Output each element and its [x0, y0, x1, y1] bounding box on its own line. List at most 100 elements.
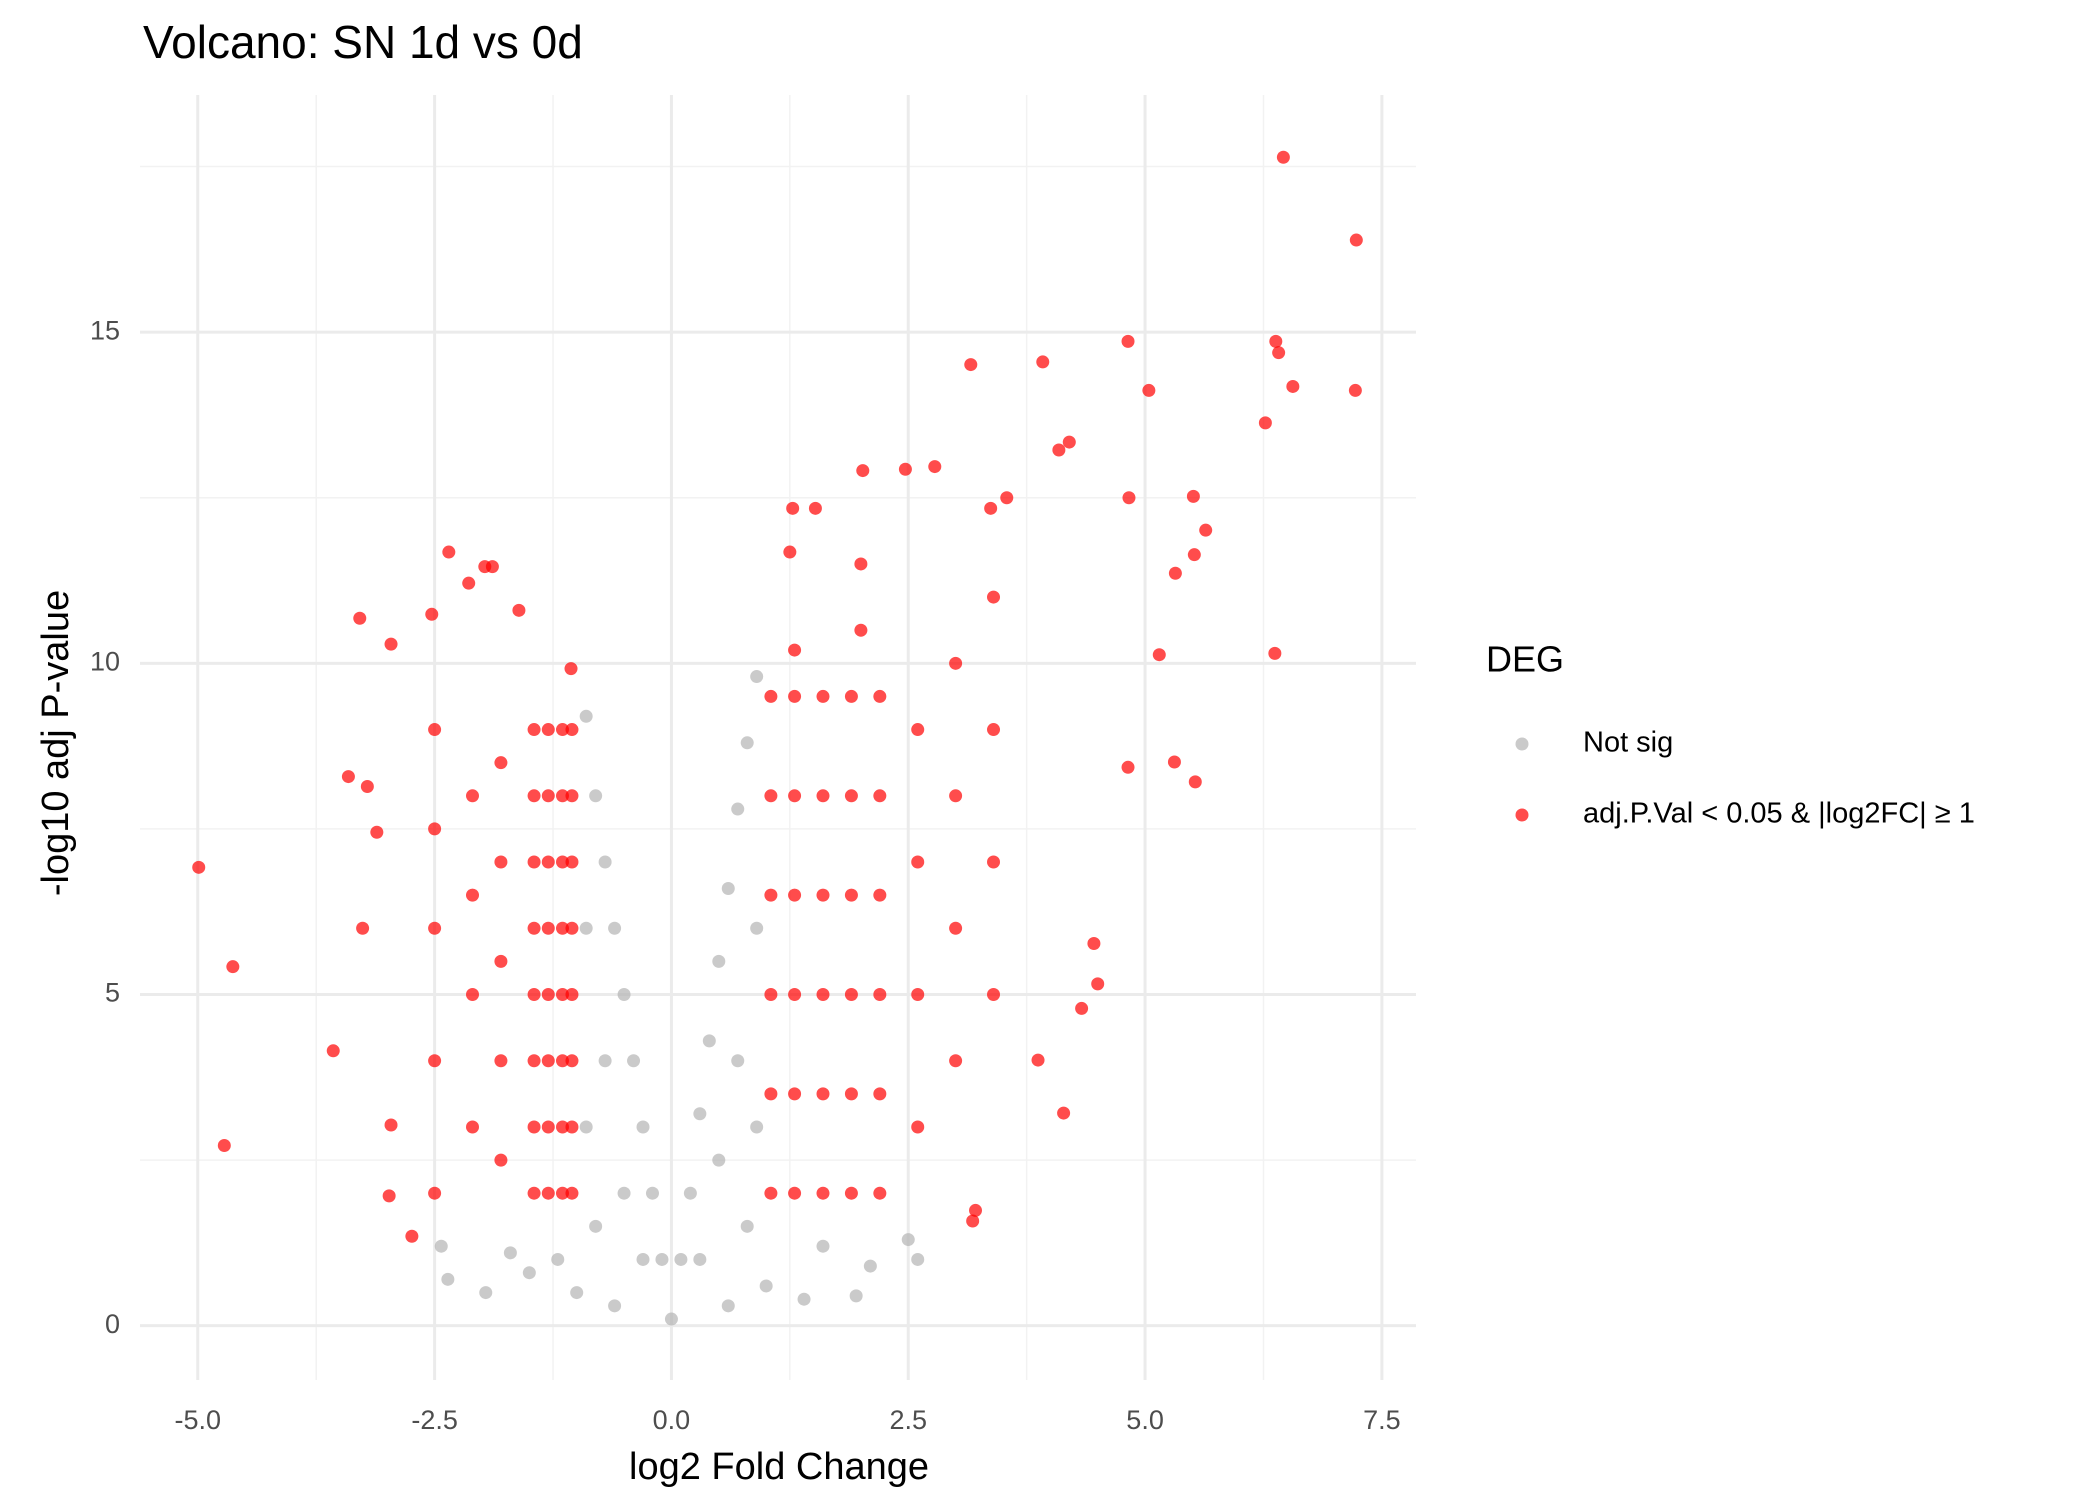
x-tick-label: -2.5	[411, 1405, 458, 1435]
point	[541, 921, 555, 935]
point	[465, 988, 479, 1001]
point	[873, 789, 887, 803]
point	[541, 789, 555, 803]
point	[984, 501, 998, 515]
point	[1167, 755, 1181, 769]
point	[1121, 334, 1135, 348]
legend-title: DEG	[1486, 639, 1564, 680]
point	[555, 1186, 569, 1200]
point	[764, 689, 778, 703]
point	[360, 780, 374, 794]
point	[541, 1054, 555, 1068]
point	[598, 855, 612, 869]
point	[384, 637, 398, 651]
point	[949, 789, 963, 803]
point	[844, 689, 858, 703]
point	[750, 921, 764, 935]
point	[873, 1186, 887, 1200]
point	[353, 611, 367, 625]
point	[1199, 523, 1213, 537]
point	[693, 1252, 707, 1266]
point	[527, 723, 541, 737]
point	[565, 1054, 579, 1068]
point	[428, 1054, 442, 1068]
point	[911, 855, 925, 869]
point	[783, 545, 797, 559]
point	[788, 643, 802, 657]
y-tick-label: 5	[105, 978, 120, 1008]
point	[555, 789, 569, 803]
point	[854, 557, 868, 571]
x-tick-label: 2.5	[889, 1405, 927, 1435]
point	[527, 1120, 541, 1134]
x-tick-label: -5.0	[175, 1405, 222, 1435]
point	[465, 789, 479, 803]
point	[494, 1054, 508, 1068]
point	[384, 1118, 398, 1132]
point	[462, 576, 476, 590]
point	[911, 723, 925, 737]
point	[788, 888, 802, 902]
point	[527, 1186, 541, 1200]
point	[674, 1252, 688, 1266]
point	[969, 1203, 983, 1217]
point	[731, 802, 745, 816]
point	[555, 723, 569, 737]
point	[565, 1120, 579, 1134]
point	[856, 464, 870, 478]
point	[740, 1219, 754, 1233]
point	[712, 954, 726, 968]
point	[1276, 150, 1290, 164]
point	[764, 1087, 778, 1101]
point	[1286, 379, 1300, 393]
point	[693, 1107, 707, 1121]
point	[425, 607, 439, 621]
point	[844, 888, 858, 902]
legend-swatch	[1515, 808, 1529, 822]
point	[494, 756, 508, 770]
point	[356, 921, 370, 935]
point	[873, 1087, 887, 1101]
point	[627, 1054, 641, 1068]
point	[816, 1087, 830, 1101]
point	[555, 1120, 569, 1134]
point	[527, 855, 541, 869]
point	[1057, 1106, 1071, 1120]
y-tick-label: 10	[90, 646, 120, 676]
point	[1152, 648, 1166, 662]
point	[1268, 646, 1282, 660]
x-axis-title: log2 Fold Change	[629, 1446, 929, 1488]
point	[541, 1120, 555, 1134]
point	[1091, 977, 1105, 991]
point	[987, 723, 1001, 737]
point	[1087, 936, 1101, 950]
point	[911, 988, 925, 1001]
point	[192, 860, 206, 874]
point	[949, 656, 963, 670]
point	[712, 1153, 726, 1167]
point	[844, 789, 858, 803]
point	[589, 789, 603, 803]
point	[341, 770, 355, 784]
point	[788, 1186, 802, 1200]
point	[721, 882, 735, 896]
point	[512, 603, 526, 617]
point	[911, 1252, 925, 1266]
point	[1258, 416, 1272, 430]
point	[465, 1120, 479, 1134]
point	[527, 921, 541, 935]
point	[441, 1272, 455, 1286]
point	[764, 1186, 778, 1200]
point	[645, 1186, 659, 1200]
point	[987, 855, 1001, 869]
point	[522, 1266, 536, 1280]
point	[873, 689, 887, 703]
point	[428, 723, 442, 737]
point	[750, 670, 764, 684]
point	[844, 1186, 858, 1200]
point	[541, 855, 555, 869]
point	[382, 1189, 396, 1203]
point	[849, 1289, 863, 1303]
point	[598, 1054, 612, 1068]
